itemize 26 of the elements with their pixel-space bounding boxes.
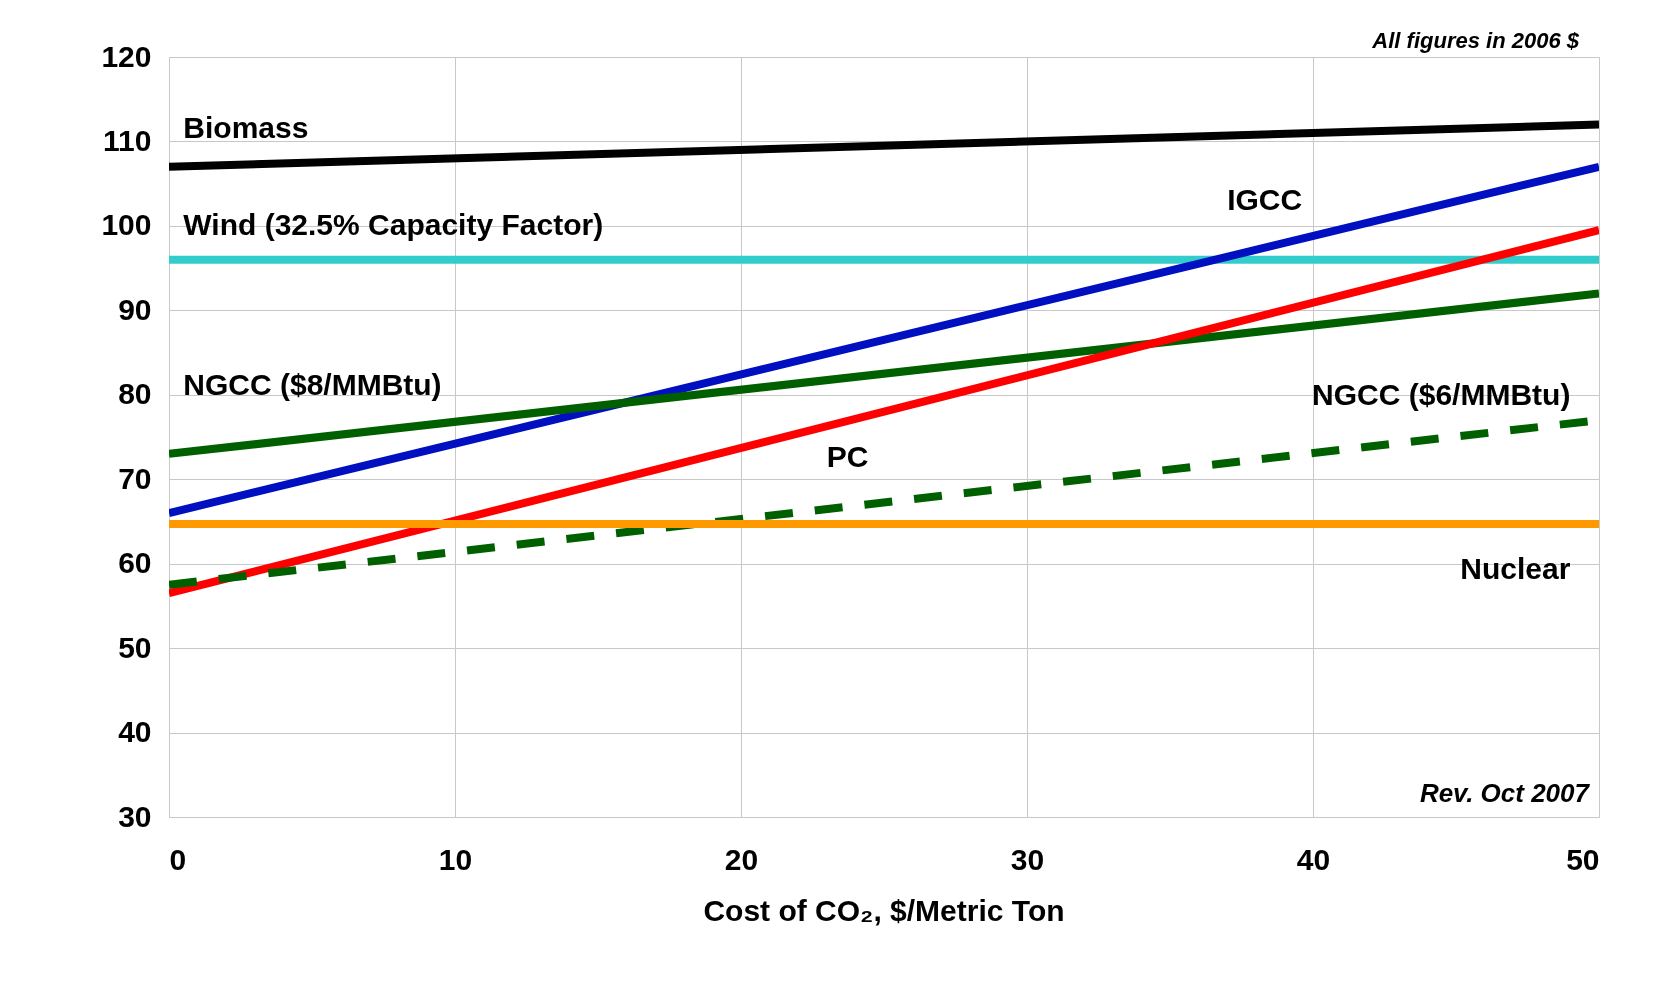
- y-tick-label: 90: [118, 292, 152, 326]
- annotation: Rev. Oct 2007: [1419, 778, 1591, 808]
- series-label: Biomass: [183, 110, 309, 144]
- series-label: IGCC: [1227, 182, 1303, 216]
- y-tick-label: 30: [118, 799, 152, 833]
- y-tick-label: 80: [118, 377, 152, 411]
- series-label: PC: [826, 440, 869, 474]
- y-tick-label: 100: [101, 208, 152, 242]
- x-tick-label: 30: [1010, 842, 1045, 876]
- y-tick-label: 40: [118, 715, 152, 749]
- x-axis-title: Cost of CO₂, $/Metric Ton: [703, 894, 1065, 927]
- x-tick-label: 50: [1566, 842, 1600, 876]
- y-tick-label: 60: [118, 546, 152, 580]
- y-tick-label: 50: [118, 630, 152, 664]
- x-tick-label: 40: [1296, 842, 1331, 876]
- series-label: Wind (32.5% Capacity Factor): [183, 207, 604, 241]
- series-label: NGCC ($6/MMBtu): [1312, 378, 1571, 412]
- x-tick-label: 0: [169, 842, 187, 876]
- x-tick-label: 10: [438, 842, 473, 876]
- series-label: Nuclear: [1460, 552, 1571, 586]
- x-tick-label: 20: [724, 842, 759, 876]
- y-tick-label: 120: [101, 39, 152, 73]
- y-tick-label: 70: [118, 461, 152, 495]
- series-label: NGCC ($8/MMBtu): [183, 368, 442, 402]
- text: All figures in 2006 $: [1371, 28, 1580, 53]
- y-tick-label: 110: [103, 123, 152, 157]
